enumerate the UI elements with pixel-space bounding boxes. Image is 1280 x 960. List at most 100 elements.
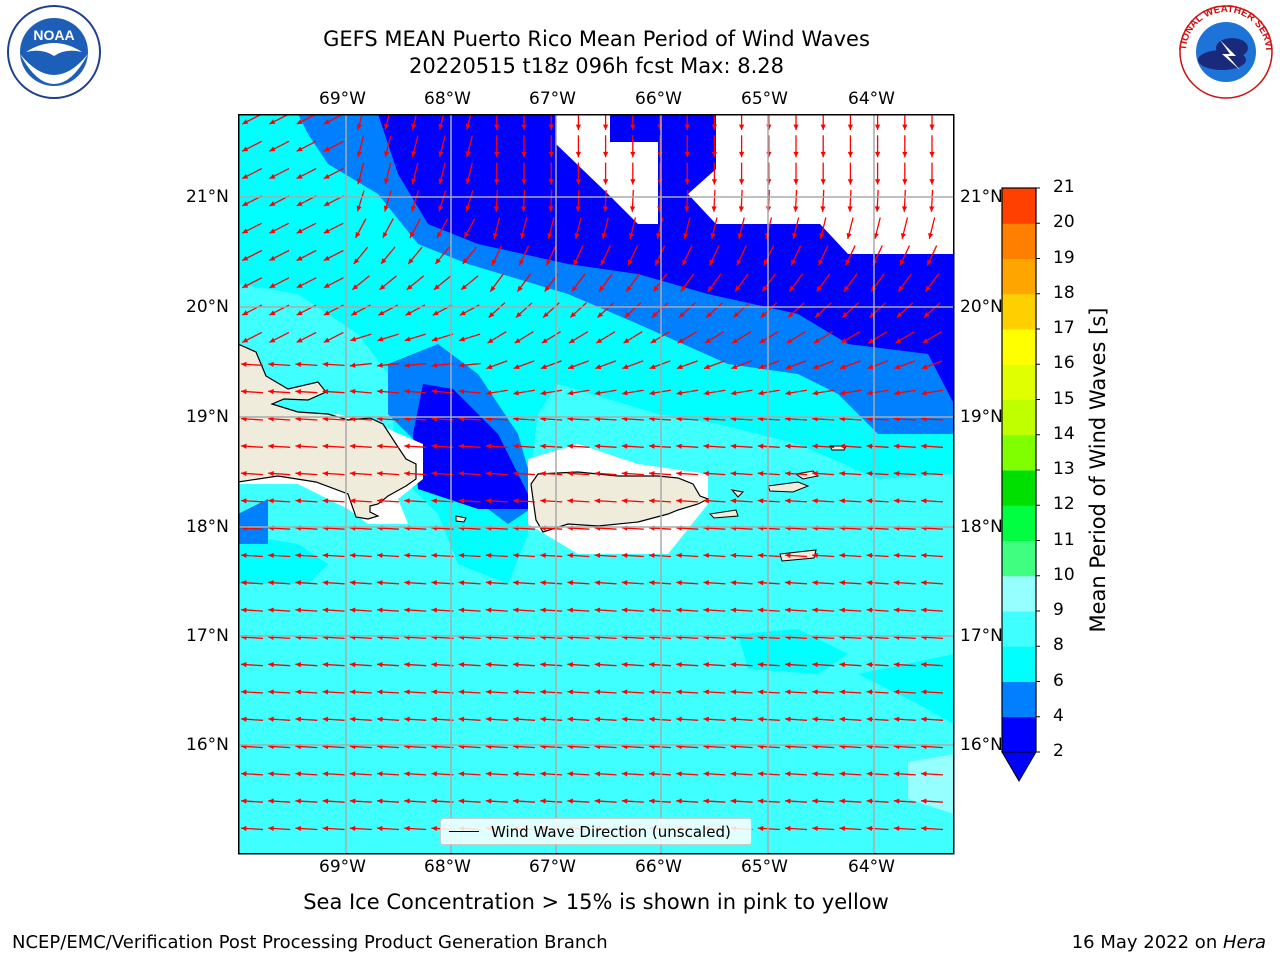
- wind-wave-arrowhead: [893, 825, 900, 832]
- wind-wave-arrowhead: [458, 607, 465, 613]
- wind-wave-arrowhead: [322, 470, 329, 477]
- wind-wave-arrowhead: [458, 388, 465, 395]
- wind-wave-arrowhead: [812, 364, 819, 370]
- wind-wave-arrowhead: [242, 255, 249, 261]
- wind-wave-arrowhead: [268, 580, 274, 586]
- colorbar-tick-label: 11: [1053, 529, 1075, 550]
- wind-wave-arrowhead: [649, 364, 656, 370]
- wind-wave-arrowhead: [815, 311, 821, 318]
- wind-wave-arrowhead: [540, 771, 546, 777]
- wind-wave-arrowhead: [630, 151, 636, 158]
- colorbar-label: Mean Period of Wind Waves [s]: [1086, 307, 1110, 633]
- wind-wave-arrowhead: [624, 311, 631, 318]
- wind-wave-arrowhead: [540, 798, 546, 804]
- wind-wave-arrowhead: [437, 231, 443, 238]
- wind-wave-arrowhead: [323, 228, 330, 234]
- wind-wave-arrowhead: [762, 285, 768, 292]
- wind-wave-arrowhead: [544, 285, 550, 292]
- wind-wave-arrowhead: [676, 470, 682, 477]
- wind-wave-arrowhead: [404, 470, 410, 477]
- wind-wave-arrowhead: [793, 179, 799, 185]
- wind-wave-arrowhead: [268, 607, 274, 613]
- colorbar-segment: [1002, 434, 1036, 471]
- wind-wave-arrowhead: [737, 233, 743, 239]
- wind-wave-arrowhead: [839, 390, 846, 396]
- wind-wave-arrowhead: [649, 580, 655, 586]
- wind-wave-arrowhead: [676, 390, 683, 396]
- wind-wave-arrowhead: [921, 825, 927, 832]
- wind-wave-arrowhead: [404, 716, 410, 722]
- lon-label-bottom: 69°W: [319, 857, 366, 877]
- wind-wave-arrowhead: [791, 259, 796, 266]
- wind-wave-arrowhead: [893, 470, 900, 477]
- lat-label-left: 20°N: [186, 297, 229, 317]
- wind-wave-arrowhead: [295, 798, 301, 804]
- wind-wave-arrowhead: [296, 201, 303, 206]
- missing-data-area: [688, 114, 954, 254]
- wind-wave-arrowhead: [458, 362, 465, 368]
- wind-wave-arrowhead: [521, 179, 527, 185]
- colorbar-segment: [1002, 540, 1036, 577]
- wind-wave-arrowhead: [866, 443, 873, 449]
- wind-wave-arrowhead: [703, 771, 709, 777]
- wind-wave-arrowhead: [411, 205, 417, 212]
- wind-wave-arrowhead: [785, 798, 791, 804]
- wind-wave-arrowhead: [431, 716, 437, 722]
- wind-wave-arrowhead: [377, 388, 383, 395]
- wind-wave-arrowhead: [295, 716, 301, 722]
- colorbar-tick-label: 13: [1053, 459, 1075, 479]
- wind-wave-arrowhead: [295, 689, 301, 695]
- wind-wave-arrowhead: [622, 364, 629, 370]
- wind-wave-arrowhead: [602, 151, 609, 158]
- wind-wave-arrowhead: [594, 498, 601, 504]
- wind-wave-arrowhead: [486, 364, 493, 370]
- wind-wave-arrowhead: [921, 498, 927, 504]
- wind-wave-arrowhead: [405, 310, 412, 316]
- wind-wave-arrowhead: [384, 151, 390, 157]
- wind-wave-arrowhead: [269, 119, 276, 124]
- wind-wave-arrowhead: [485, 798, 492, 804]
- period-band-4-6-east: [858, 654, 954, 724]
- wind-wave-arrowhead: [818, 259, 824, 266]
- wind-wave-arrowhead: [242, 228, 249, 234]
- wind-wave-arrowhead: [241, 607, 247, 613]
- wind-wave-arrowhead: [322, 552, 329, 559]
- colorbar-tick-label: 14: [1053, 423, 1075, 444]
- wind-wave-arrowhead: [866, 607, 873, 613]
- colorbar-extend-arrow: [1001, 751, 1037, 782]
- wind-wave-arrowhead: [629, 206, 636, 212]
- lat-label-right: 18°N: [960, 517, 1003, 537]
- wind-wave-arrowhead: [656, 233, 662, 239]
- wind-wave-arrowhead: [377, 607, 383, 613]
- wind-wave-arrowhead: [540, 498, 546, 504]
- colorbar-segment: [1002, 505, 1036, 541]
- wind-wave-arrowhead: [757, 825, 764, 832]
- wind-wave-arrowhead: [269, 310, 276, 316]
- wind-wave-arrowhead: [812, 662, 818, 668]
- wind-wave-arrowhead: [594, 443, 601, 449]
- wind-wave-arrowhead: [757, 662, 764, 668]
- wind-wave-arrowhead: [378, 310, 385, 316]
- wind-wave-arrowhead: [709, 259, 715, 266]
- wind-wave-arrowhead: [820, 206, 826, 212]
- wind-wave-arrowhead: [567, 771, 573, 777]
- wind-wave-arrowhead: [382, 231, 388, 238]
- wind-wave-arrowhead: [377, 336, 384, 342]
- wind-wave-arrowhead: [703, 716, 709, 722]
- wind-wave-arrowhead: [839, 771, 845, 777]
- map-title: GEFS MEAN Puerto Rico Mean Period of Win…: [323, 27, 870, 51]
- wind-wave-arrowhead: [902, 151, 908, 158]
- wind-wave-arrowhead: [594, 552, 601, 559]
- colorbar-tick-label: 2: [1053, 741, 1064, 761]
- wind-wave-arrowhead: [575, 206, 581, 212]
- wind-wave-arrowhead: [703, 470, 709, 477]
- wind-wave-arrowhead: [546, 259, 552, 266]
- wind-wave-arrowhead: [485, 498, 492, 504]
- wind-wave-arrowhead: [602, 206, 608, 212]
- wind-wave-arrowhead: [458, 470, 465, 477]
- wind-wave-arrowhead: [676, 607, 682, 613]
- wind-wave-arrowhead: [322, 607, 329, 613]
- wind-wave-arrowhead: [513, 552, 519, 559]
- wind-wave-arrowhead: [575, 179, 582, 185]
- colorbar-segment: [1002, 258, 1036, 295]
